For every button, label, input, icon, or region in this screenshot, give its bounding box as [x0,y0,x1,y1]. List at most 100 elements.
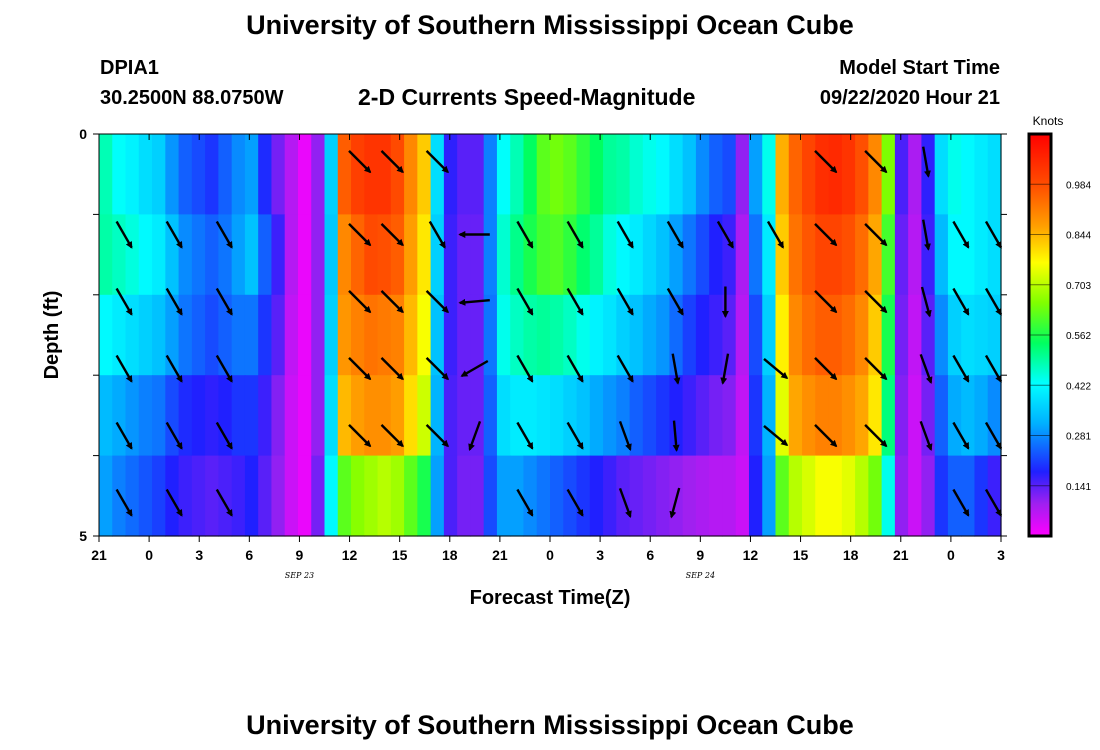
current-arrow [922,146,931,178]
heatmap-cell [152,134,166,215]
colorbar-tick-label: 0.844 [1066,231,1091,242]
heatmap-cell [908,455,923,537]
heatmap-cell [125,134,140,215]
page-title: University of Southern Mississippi Ocean… [246,10,854,40]
heatmap-cell [603,214,617,296]
current-arrow [566,220,584,249]
current-arrow [864,150,888,174]
heatmap-cell [961,455,976,537]
heatmap-cell [178,134,193,215]
heatmap-cell [244,134,259,215]
x-tick-label: 15 [793,547,809,563]
heatmap-cell [722,134,737,215]
heatmap-cell [510,214,525,296]
current-arrow [380,424,404,448]
model-start-value: 09/22/2020 Hour 21 [819,87,1000,109]
footer-title: University of Southern Mississippi Ocean… [246,710,854,740]
heatmap-cell [536,134,551,215]
heatmap-cell [682,214,697,296]
heatmap-cell [563,214,578,296]
heatmap-cell [165,134,180,215]
heatmap-cell [205,214,219,296]
heatmap-cell [881,214,896,296]
x-axis: 21 0 3 6 9 12 15 18 21 0 3 6 9 12 15 18 21 0 3 SEP 23 SEP 24 [91,134,1005,580]
heatmap-cell [629,134,644,215]
heatmap-cell [642,214,657,296]
current-arrow [920,286,932,318]
heatmap-cell [934,134,949,215]
current-arrow [720,353,730,385]
current-arrow [215,287,233,316]
model-start-label: Model Start Time [839,57,1000,79]
heatmap-cell [178,214,193,296]
heatmap-cell [443,134,458,215]
heatmap-cell [603,375,617,457]
current-arrow [952,354,970,383]
x-tick-label: 3 [195,547,203,563]
heatmap-cell [735,134,750,215]
heatmap-cell [284,294,299,376]
x-tick-label: 18 [843,547,859,563]
heatmap-cell [709,214,724,296]
heatmap-cell [297,134,312,215]
current-arrow [864,290,888,314]
heatmap-cell [258,455,273,537]
heatmap-cell [868,294,883,376]
heatmap-cell [695,134,710,215]
current-arrow [516,220,534,249]
heatmap-cell [709,134,724,215]
heatmap-cell [191,455,206,537]
current-arrow [814,357,838,381]
current-arrow [618,487,632,519]
heatmap-cell [483,294,498,376]
heatmap-cell [563,375,578,457]
x-tick-label: 15 [392,547,408,563]
colorbar-tick-label: 0.703 [1066,281,1091,292]
heatmap-cell [483,375,498,457]
heatmap-cell [284,134,299,215]
heatmap-cell [722,214,737,296]
heatmap-cell [589,134,604,215]
heatmap-cell [324,375,339,457]
heatmap-cell [934,455,949,537]
heatmap-cell [788,455,803,537]
heatmap-cell [337,375,352,457]
date-label: SEP 24 [686,571,715,580]
current-arrow [516,421,534,450]
colorbar-tick-label: 0.984 [1066,180,1091,191]
heatmap-cell [152,214,166,296]
heatmap-cell [735,375,750,457]
heatmap-cell [337,214,352,296]
current-arrow [215,421,233,450]
current-arrow [215,220,233,249]
current-arrow [348,150,372,174]
heatmap-cell [470,214,485,296]
current-arrow [919,353,933,385]
heatmap-cell [443,375,458,457]
heatmap-cell [550,455,564,537]
heatmap-cell [629,375,644,457]
heatmap-cell [417,294,432,376]
heatmap-cell [470,294,485,376]
current-arrow [215,354,233,383]
heatmap-cell [271,214,286,296]
heatmap-cell [815,375,830,457]
heatmap-cell [390,375,405,457]
heatmap-cell [841,455,856,537]
heatmap-cell [894,214,909,296]
heatmap-cell [748,134,763,215]
heatmap-cell [894,375,909,457]
heatmap-cell [244,455,259,537]
heatmap-cell [656,455,670,537]
heatmap-cell [377,214,392,296]
current-arrow [566,488,584,517]
heatmap-cell [231,134,246,215]
heatmap-cell [908,214,923,296]
heatmap-cell [404,134,418,215]
heatmap-cell [828,134,843,215]
heatmap-cell [205,455,219,537]
heatmap-cell [536,214,551,296]
heatmap-cell [576,375,591,457]
heatmap-cell [709,294,724,376]
